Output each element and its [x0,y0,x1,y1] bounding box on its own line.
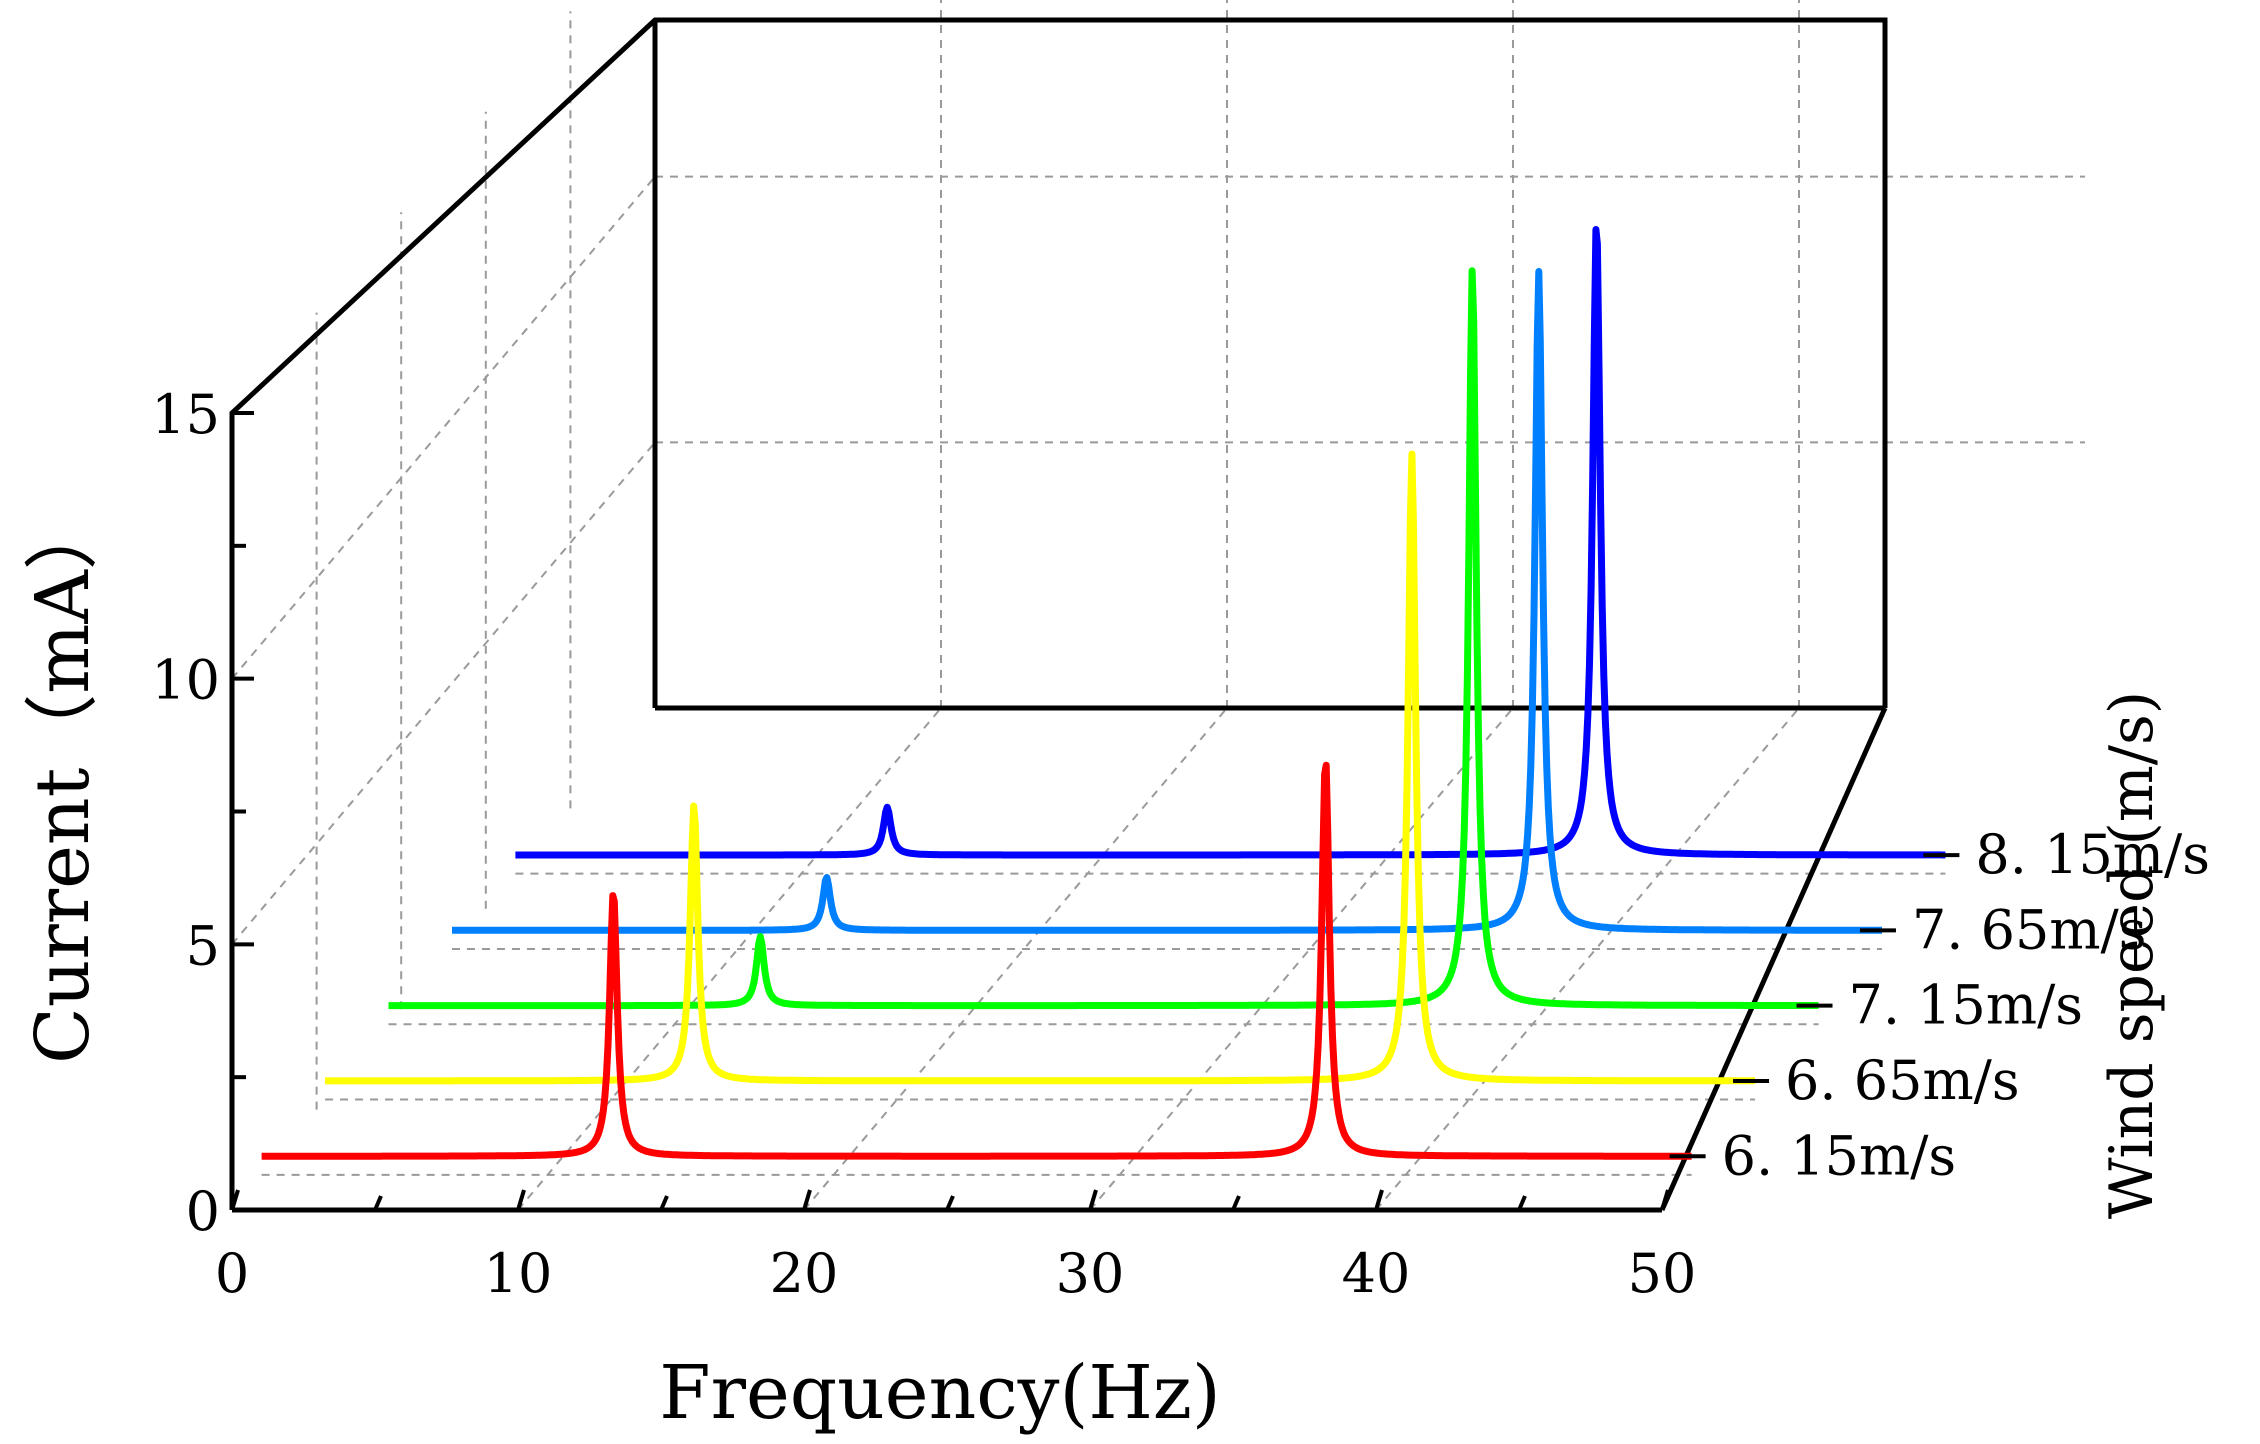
x-tick-label-20: 20 [770,1242,839,1305]
x-tick-mark-5 [373,1195,383,1211]
x-tick-mark-45 [1517,1195,1527,1211]
grid-lines [231,0,2085,1211]
series-line-8.15m/s [513,226,1948,859]
x-tick-mark-35 [1231,1195,1241,1211]
axes-frame [229,17,1888,1213]
labels-group: Frequency(Hz) Current（mA） Wind speed (m/… [20,496,2210,1436]
x-tick-mark-30 [1088,1189,1098,1211]
grid-floor-x-10 [517,707,942,1211]
back-wall-frame [229,17,1888,1210]
x-tick-mark-10 [516,1189,526,1211]
grid-sidewall-y-5 [231,441,656,945]
x-tick-label-50: 50 [1628,1242,1697,1305]
series-label-6.65m/s: 6. 65m/s [1785,1049,2020,1112]
series-label-7.15m/s: 7. 15m/s [1849,974,2084,1037]
series-line-6.15m/s [259,761,1694,1160]
series-label-8.15m/s: 8. 15m/s [1975,823,2210,886]
x-tick-mark-15 [659,1195,669,1211]
x-tick-label-10: 10 [484,1242,553,1305]
x-tick-mark-20 [802,1189,812,1211]
series-line-7.65m/s [450,268,1884,934]
x-tick-label-0: 0 [215,1242,249,1305]
grid-sidewall-y-10 [231,176,656,680]
x-tick-mark-40 [1374,1189,1384,1211]
z-axis-line [1659,706,1888,1212]
y-tick-label-5: 5 [186,914,220,977]
x-tick-mark-25 [945,1195,955,1211]
grid-floor-x-30 [1089,707,1514,1211]
x-tick-mark-50 [1660,1189,1670,1211]
z-axis-title: Wind speed (m/s) [2097,691,2167,1219]
series-line-6.65m/s [323,450,1757,1085]
series-group [259,226,1960,1160]
axis-ticks: 0 10 20 30 40 50 0 5 10 15 [151,383,1696,1305]
x-tick-label-40: 40 [1342,1242,1411,1305]
grid-floor-x-40 [1375,707,1800,1211]
x-tick-label-30: 30 [1056,1242,1125,1305]
series-label-7.65m/s: 7. 65m/s [1912,898,2147,961]
y-tick-label-10: 10 [151,649,220,712]
grid-floor-x-20 [803,707,1228,1211]
y-axis-title: Current（mA） [20,496,106,1064]
y-tick-label-15: 15 [151,383,220,446]
x-axis-title: Frequency(Hz) [659,1350,1221,1436]
y-tick-label-0: 0 [186,1180,220,1243]
series-label-6.15m/s: 6. 15m/s [1722,1124,1957,1187]
series-line-7.15m/s [386,267,1821,1010]
x-tick-mark-0 [230,1189,240,1211]
